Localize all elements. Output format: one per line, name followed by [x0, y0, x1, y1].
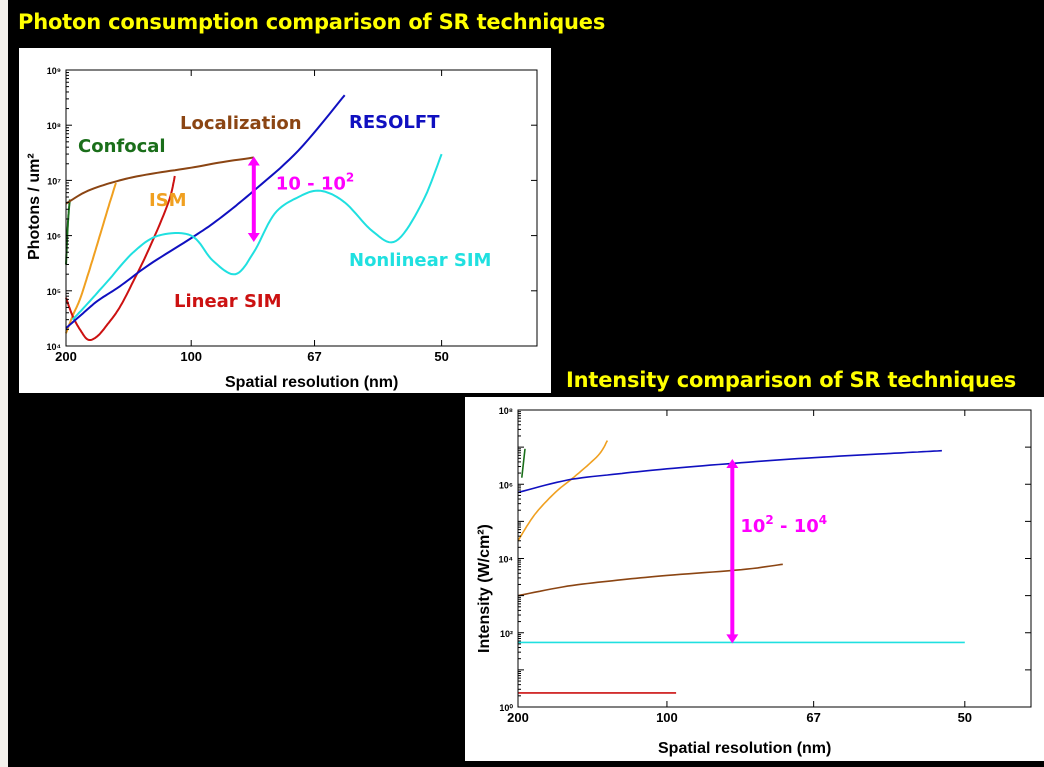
chart1-linear-sim-line — [65, 175, 176, 341]
window-edge — [0, 0, 8, 767]
chart2-ytick-label: 10⁰ — [499, 703, 513, 713]
chart1-ytick-label: 10⁵ — [47, 287, 61, 297]
chart1-nonlinear-sim-line — [71, 153, 443, 321]
chart2-xtick-label: 200 — [507, 710, 529, 725]
chart1-arrowhead-top — [247, 156, 260, 166]
chart1-ylabel-text: Photons / um² — [26, 153, 43, 260]
chart2-series-3-line — [517, 563, 783, 597]
chart2-series-0-line — [521, 448, 526, 478]
label-linear-sim: Linear SIM — [174, 291, 282, 312]
chart1-xlabel: Spatial resolution (nm) — [225, 374, 398, 391]
chart2-ylabel-text: Intensity (W/cm²) — [476, 524, 493, 653]
chart1-confocal-line — [65, 199, 71, 265]
chart2-title: Intensity comparison of SR techniques — [566, 368, 1017, 392]
chart1-ylabel: Photons / um² — [26, 153, 43, 260]
chart2-series-1-line — [517, 440, 609, 542]
chart2-xlabel: Spatial resolution (nm) — [658, 740, 831, 757]
chart1-ytick-label: 10⁷ — [47, 176, 61, 186]
chart2-svg: 200 100 67 50 10⁰ 10² 10⁴ 10⁶ 10⁸ 102 - 104 Spat… — [476, 406, 1032, 757]
chart1-ytick-label: 10⁸ — [47, 121, 61, 131]
label-confocal: Confocal — [78, 136, 166, 157]
chart1-ytick-label: 10⁹ — [47, 66, 61, 76]
chart1-svg: 200 100 67 50 10⁴ 10⁵ 10⁶ 10⁷ 10⁸ 10⁹ 10 - 102 Sp… — [26, 66, 538, 391]
chart2-panel: 200 100 67 50 10⁰ 10² 10⁴ 10⁶ 10⁸ 102 - 104 Spat… — [465, 397, 1044, 761]
chart2-xtick-label: 50 — [958, 710, 972, 725]
chart1-xtick-label: 200 — [55, 349, 77, 364]
chart2-ytick-label: 10⁶ — [499, 480, 513, 490]
chart1-xtick-label: 100 — [180, 349, 202, 364]
chart1-xtick-label: 67 — [307, 349, 321, 364]
chart1-plot-frame — [65, 69, 538, 347]
chart1-ytick-label: 10⁶ — [47, 232, 61, 242]
chart2-ylabel: Intensity (W/cm²) — [476, 524, 493, 653]
chart2-arrowhead-bottom — [726, 634, 739, 644]
chart1-range-label: 10 - 102 — [276, 170, 354, 194]
chart1-localization-line — [65, 156, 254, 205]
label-nonlinear-sim: Nonlinear SIM — [349, 250, 491, 271]
chart2-series-2-line — [517, 449, 942, 494]
chart1-ism-line — [65, 182, 117, 334]
chart2-range-label: 102 - 104 — [740, 513, 827, 537]
label-localization: Localization — [180, 113, 302, 134]
chart2-ytick-label: 10⁴ — [499, 555, 513, 565]
chart1-arrowhead-bottom — [247, 232, 260, 242]
chart1-resolft-line — [65, 94, 346, 329]
chart1-ytick-label: 10⁴ — [47, 342, 61, 352]
chart2-ytick-label: 10² — [500, 629, 513, 639]
chart1-panel: 200 100 67 50 10⁴ 10⁵ 10⁶ 10⁷ 10⁸ 10⁹ 10 - 102 Sp… — [19, 48, 551, 393]
chart2-xtick-label: 67 — [806, 710, 820, 725]
label-resolft: RESOLFT — [349, 112, 440, 133]
chart2-arrowhead-top — [726, 458, 739, 468]
chart1-title: Photon consumption comparison of SR tech… — [18, 10, 606, 34]
chart2-ytick-label: 10⁸ — [499, 406, 513, 416]
chart1-xtick-label: 50 — [434, 349, 448, 364]
chart2-xtick-label: 100 — [656, 710, 678, 725]
chart2-plot-frame — [517, 409, 1032, 708]
label-ism: ISM — [149, 190, 187, 211]
